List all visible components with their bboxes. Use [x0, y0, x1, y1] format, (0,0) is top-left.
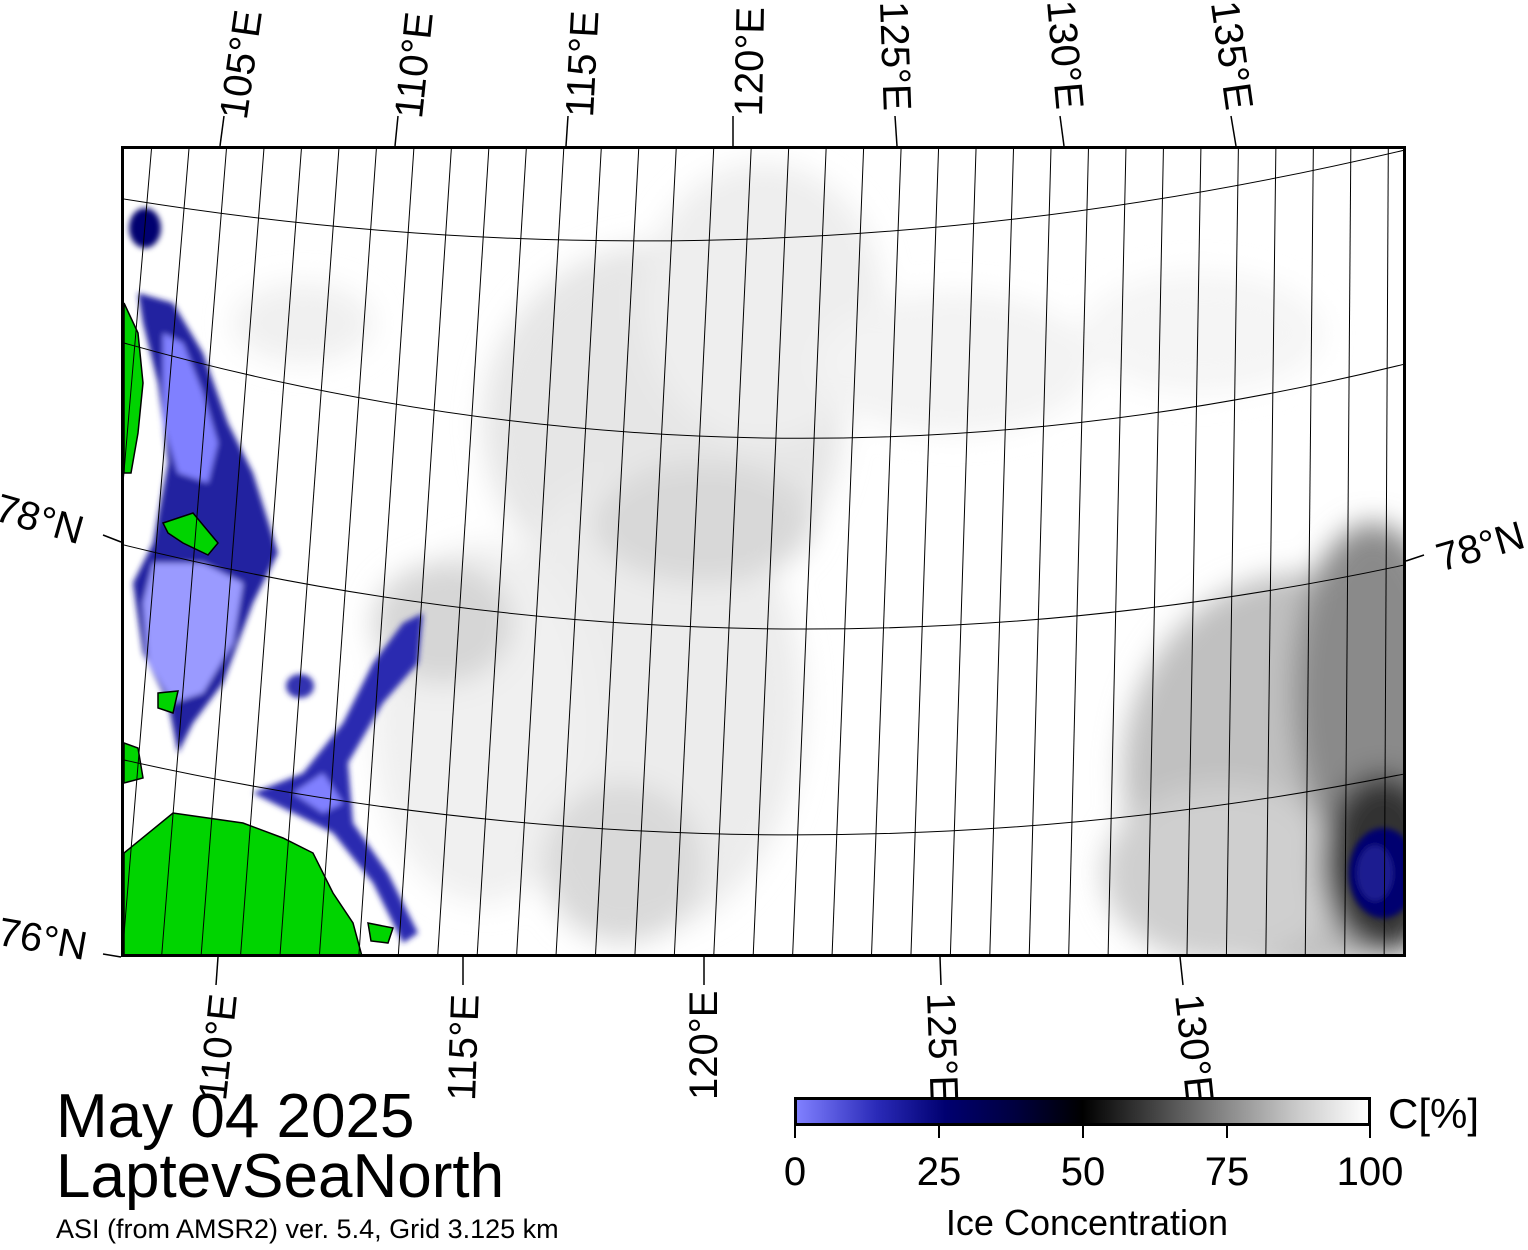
- land-mass: [124, 302, 394, 954]
- colorbar-tick-label-0: 0: [783, 1150, 807, 1194]
- lon-label-bottom-120: 120°E: [682, 990, 726, 1100]
- meridian-line: [516, 149, 565, 954]
- lon-label-top-135: 135°E: [1202, 0, 1261, 113]
- lon-label-top-115: 115°E: [558, 9, 608, 119]
- map-date: May 04 2025: [56, 1082, 415, 1151]
- meridian-line: [1107, 149, 1127, 954]
- colorbar-tick: [794, 1126, 796, 1138]
- lon-label-bottom-115: 115°E: [440, 993, 488, 1102]
- meridian-line: [319, 149, 377, 954]
- meridian-line: [555, 149, 602, 954]
- meridian-line: [124, 149, 190, 941]
- parallel-line: [124, 342, 1403, 439]
- meridian-line: [713, 149, 752, 954]
- parallel-line: [124, 544, 1403, 630]
- meridian-line: [240, 149, 302, 954]
- meridian-line: [437, 149, 490, 954]
- colorbar-tick-label-25: 25: [916, 1150, 962, 1194]
- meridian-line: [871, 149, 902, 954]
- meridian-line: [200, 149, 265, 954]
- product-description: ASI (from AMSR2) ver. 5.4, Grid 3.125 km: [56, 1214, 559, 1244]
- meridian-line: [279, 149, 340, 954]
- meridian-line: [1186, 149, 1202, 954]
- colorbar-unit-label: C[%]: [1388, 1090, 1480, 1137]
- graticule-lines: [124, 149, 1403, 954]
- meridian-line: [1344, 149, 1352, 954]
- lon-label-top-105: 105°E: [212, 7, 271, 122]
- map-panel: [121, 146, 1406, 957]
- lon-label-top-110: 110°E: [387, 9, 442, 121]
- meridian-line: [476, 149, 527, 954]
- colorbar-tick-label-50: 50: [1060, 1150, 1106, 1194]
- meridian-line: [1265, 149, 1277, 954]
- parallel-line: [124, 149, 1403, 242]
- lon-label-top-125: 125°E: [871, 0, 919, 112]
- polynya-low-concentration: [129, 208, 423, 943]
- colorbar-tick-label-100: 100: [1336, 1150, 1404, 1194]
- lon-label-bottom-125: 125°E: [918, 991, 966, 1103]
- lat-label-right-78: 78°N: [1431, 513, 1528, 581]
- map-region: LaptevSeaNorth: [56, 1142, 505, 1211]
- colorbar-tick: [1082, 1126, 1084, 1138]
- meridian-line: [1028, 149, 1052, 954]
- lon-label-top-130: 130°E: [1038, 0, 1092, 112]
- colorbar-tick: [1226, 1126, 1228, 1138]
- meridian-line: [989, 149, 1014, 954]
- meridian-line: [358, 149, 415, 954]
- parallel-line: [124, 759, 1403, 836]
- meridian-line: [161, 149, 227, 954]
- colorbar-tick: [938, 1126, 940, 1138]
- meridian-line: [949, 149, 977, 954]
- meridian-line: [1068, 149, 1089, 954]
- lat-label-left-76: 76°N: [0, 910, 91, 969]
- colorbar-tick-label-75: 75: [1204, 1150, 1250, 1194]
- meridian-line: [1304, 149, 1314, 954]
- colorbar: [794, 1097, 1371, 1126]
- map-canvas: [124, 149, 1403, 954]
- colorbar-title: Ice Concentration: [945, 1202, 1229, 1243]
- meridian-line: [634, 149, 677, 954]
- meridian-line: [1225, 149, 1239, 954]
- meridian-line: [752, 149, 790, 954]
- meridian-line: [673, 149, 715, 954]
- meridian-line: [910, 149, 940, 954]
- lat-label-left-78: 78°N: [0, 486, 89, 554]
- meridian-line: [397, 149, 452, 954]
- lon-label-bottom-130: 130°E: [1166, 991, 1222, 1106]
- meridian-line: [1383, 149, 1389, 954]
- meridian-line: [792, 149, 827, 954]
- meridian-line: [124, 149, 152, 478]
- lon-label-top-120: 120°E: [727, 6, 773, 117]
- meridian-line: [1147, 149, 1164, 954]
- meridian-line: [831, 149, 865, 954]
- meridian-line: [595, 149, 640, 954]
- colorbar-tick: [1369, 1126, 1371, 1138]
